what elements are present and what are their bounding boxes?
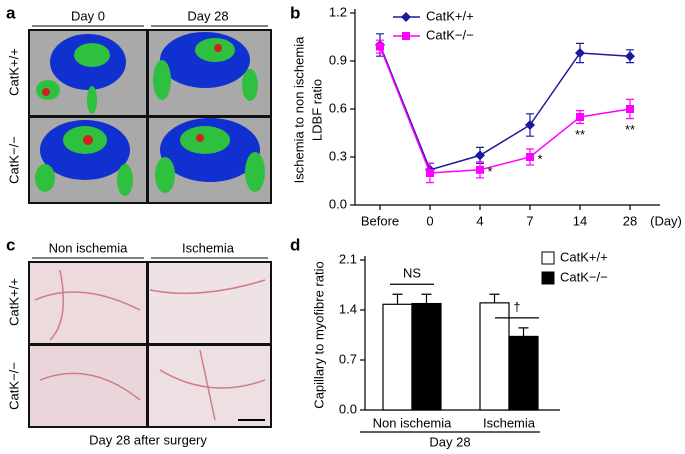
caption: Day 28 after surgery (89, 432, 207, 447)
y-tick-label: 1.2 (329, 4, 347, 19)
legend-label: CatK−/− (560, 269, 608, 284)
marker (426, 169, 434, 177)
legend-swatch (541, 251, 555, 265)
series-line (379, 44, 631, 171)
marker (626, 105, 634, 113)
legend-marker (402, 32, 410, 40)
x-tick-label: Ischemia (483, 415, 536, 430)
column-label: Ischemia (182, 240, 235, 255)
marker (625, 51, 635, 62)
y-tick-label: 0.7 (339, 351, 357, 366)
marker (526, 153, 534, 161)
marker (476, 165, 484, 174)
bar (411, 302, 442, 411)
x-tick-label: 7 (526, 213, 533, 228)
panel-a-images (28, 29, 272, 204)
y-tick-label: 0.0 (329, 196, 347, 211)
x-tick-label: 28 (623, 213, 637, 228)
significance-label: * (537, 151, 542, 166)
significance-label: * (487, 164, 492, 179)
marker (376, 42, 384, 51)
panel-label: b (290, 3, 300, 22)
significance-label: ** (625, 122, 635, 137)
legend-marker (401, 12, 411, 22)
column-label: Day 0 (71, 8, 105, 23)
error-bar (518, 327, 529, 337)
panel-label: d (290, 235, 300, 254)
y-tick-label: 0.3 (329, 148, 347, 163)
y-tick-label: 1.4 (339, 301, 357, 316)
y-tick-label: 0.9 (329, 52, 347, 67)
x-tick-label: 0 (426, 213, 433, 228)
marker (576, 113, 584, 121)
significance-label: NS (403, 266, 421, 281)
y-axis-label: Ischemia to non ischemia (291, 36, 306, 183)
legend-label: CatK+/+ (426, 8, 474, 23)
x-tick-label: Non ischemia (373, 415, 453, 430)
row-label: CatK−/− (6, 362, 21, 410)
column-label: Day 28 (187, 8, 228, 23)
legend-label: CatK−/− (426, 27, 474, 42)
x-tick-label: 4 (476, 213, 483, 228)
x-axis-label: (Day) (650, 213, 682, 228)
x-tick-label: 14 (573, 213, 587, 228)
legend-label: CatK+/+ (560, 249, 608, 264)
y-tick-label: 0.0 (339, 401, 357, 416)
panel-label: c (6, 235, 15, 254)
y-axis-label: LDBF ratio (309, 79, 324, 141)
marker (525, 120, 535, 130)
row-label: CatK+/+ (6, 278, 21, 326)
column-label: Non ischemia (49, 240, 129, 255)
bar (508, 335, 539, 411)
series-line (379, 46, 631, 174)
row-label: CatK−/− (6, 136, 21, 184)
bar (382, 303, 413, 411)
y-tick-label: 2.1 (339, 251, 357, 266)
marker (475, 150, 485, 161)
panel-label: a (6, 3, 16, 22)
marker (575, 48, 585, 58)
panel-c-images (28, 261, 272, 428)
significance-label: † (513, 299, 520, 314)
error-bar (392, 293, 403, 305)
bar (479, 302, 510, 411)
y-axis-label: Capillary to myofibre ratio (311, 261, 326, 408)
error-bar (489, 293, 500, 303)
row-label: CatK+/+ (6, 48, 21, 96)
significance-label: ** (575, 127, 585, 142)
y-tick-label: 0.6 (329, 100, 347, 115)
legend-swatch (541, 271, 555, 285)
x-tick-label: Before (361, 213, 399, 228)
error-bar (421, 293, 432, 304)
x-axis-label: Day 28 (429, 434, 470, 449)
